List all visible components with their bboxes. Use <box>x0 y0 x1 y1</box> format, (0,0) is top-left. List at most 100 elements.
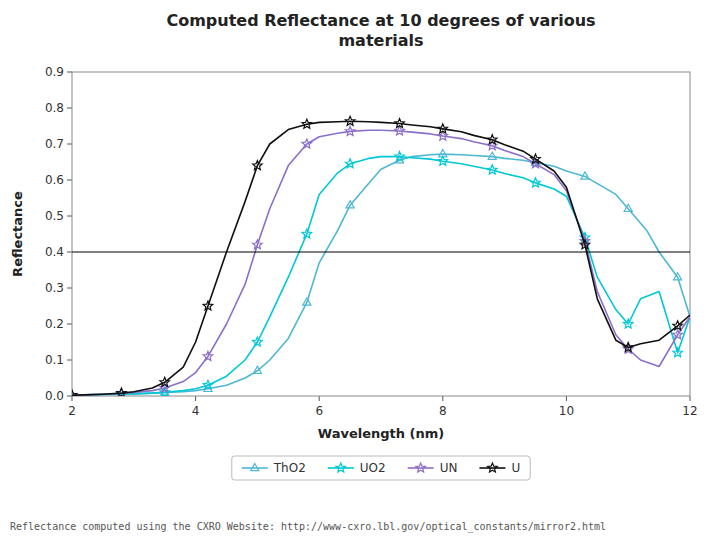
series-line <box>72 121 690 395</box>
point-marker <box>253 240 263 249</box>
legend-box <box>232 456 530 480</box>
point-marker <box>623 319 633 328</box>
y-tick-label: 0.6 <box>45 173 64 187</box>
y-tick-label: 0.7 <box>45 137 64 151</box>
point-marker <box>345 159 355 168</box>
y-tick <box>67 144 72 145</box>
series-line <box>72 130 690 395</box>
legend-marker <box>336 463 346 472</box>
y-tick-label: 0.9 <box>45 65 64 79</box>
y-tick-label: 0.0 <box>45 389 64 403</box>
y-tick <box>67 216 72 217</box>
legend-swatch <box>328 467 354 469</box>
x-tick <box>72 396 73 401</box>
y-tick-label: 0.3 <box>45 281 64 295</box>
point-marker <box>673 348 683 357</box>
point-marker <box>673 330 683 339</box>
point-marker <box>531 178 541 187</box>
point-marker <box>623 342 633 351</box>
legend: ThO2 UO2 UN U <box>232 456 530 480</box>
plot-frame <box>72 72 690 396</box>
point-marker <box>117 388 127 396</box>
plot-background <box>72 72 690 396</box>
title: Computed Reflectance at 10 degrees of va… <box>166 11 595 50</box>
series <box>72 116 690 396</box>
y-tick <box>67 180 72 181</box>
y-tick-label: 0.2 <box>45 317 64 331</box>
y-tick <box>67 396 72 397</box>
x-tick-label: 2 <box>68 404 76 418</box>
point-marker <box>346 201 354 208</box>
x-tick <box>442 396 443 401</box>
legend-label: UN <box>440 461 458 475</box>
point-marker <box>580 240 590 249</box>
reference-line <box>72 251 690 252</box>
point-marker <box>253 366 261 373</box>
legend-swatch <box>408 467 434 469</box>
y-tick <box>67 108 72 109</box>
axes: 0.00.10.20.30.40.50.60.70.80.924681012 <box>45 65 698 418</box>
legend-item: U <box>479 461 520 475</box>
point-marker <box>302 139 312 148</box>
point-marker <box>345 126 355 135</box>
y-tick-label: 0.1 <box>45 353 64 367</box>
point-marker <box>203 351 213 360</box>
x-tick-label: 12 <box>682 404 697 418</box>
point-marker <box>302 119 312 128</box>
point-marker <box>438 124 448 133</box>
y-axis-label: Reflectance <box>10 191 25 277</box>
y-tick <box>67 360 72 361</box>
point-marker <box>488 152 496 159</box>
point-marker <box>253 337 263 346</box>
y-tick-label: 0.8 <box>45 101 64 115</box>
legend-label: ThO2 <box>273 461 306 475</box>
y-tick-label: 0.5 <box>45 209 64 223</box>
point-marker <box>203 380 213 389</box>
series-line <box>72 154 690 395</box>
y-tick <box>67 288 72 289</box>
legend-label: U <box>511 461 520 475</box>
point-marker <box>395 118 405 127</box>
series <box>72 150 690 396</box>
x-tick <box>319 396 320 401</box>
point-marker <box>117 388 127 396</box>
legend-item: ThO2 <box>242 461 306 475</box>
y-tick-label: 0.4 <box>45 245 64 259</box>
point-marker <box>674 273 682 280</box>
chart: Computed Reflectance at 10 degrees of va… <box>0 0 720 540</box>
y-tick <box>67 72 72 73</box>
legend-item: UN <box>408 461 458 475</box>
legend-marker <box>416 463 426 472</box>
point-marker <box>438 156 448 165</box>
point-marker <box>303 298 311 305</box>
point-marker <box>673 321 683 330</box>
x-tick-label: 10 <box>559 404 574 418</box>
point-marker <box>203 301 213 310</box>
point-marker <box>395 152 405 161</box>
y-tick <box>67 324 72 325</box>
legend-swatch <box>242 467 268 469</box>
point-marker <box>581 172 589 179</box>
point-marker <box>487 135 497 144</box>
point-marker <box>345 116 355 125</box>
footnote: Reflectance computed using the CXRO Webs… <box>10 521 606 533</box>
title-line: materials <box>338 31 423 50</box>
legend-item: UO2 <box>328 461 386 475</box>
point-marker <box>302 229 312 238</box>
x-axis-label: Wavelength (nm) <box>318 426 444 441</box>
point-marker <box>253 161 263 170</box>
point-marker <box>624 204 632 211</box>
x-tick <box>566 396 567 401</box>
point-marker <box>487 165 497 174</box>
x-tick-label: 8 <box>439 404 447 418</box>
point-marker <box>531 154 541 163</box>
point-marker <box>160 377 170 386</box>
title-line: Computed Reflectance at 10 degrees of va… <box>166 11 595 30</box>
x-tick-label: 4 <box>192 404 200 418</box>
series <box>72 152 690 396</box>
plot-data <box>72 116 690 396</box>
series <box>72 126 690 396</box>
x-tick <box>690 396 691 401</box>
legend-label: UO2 <box>360 461 386 475</box>
x-tick <box>195 396 196 401</box>
